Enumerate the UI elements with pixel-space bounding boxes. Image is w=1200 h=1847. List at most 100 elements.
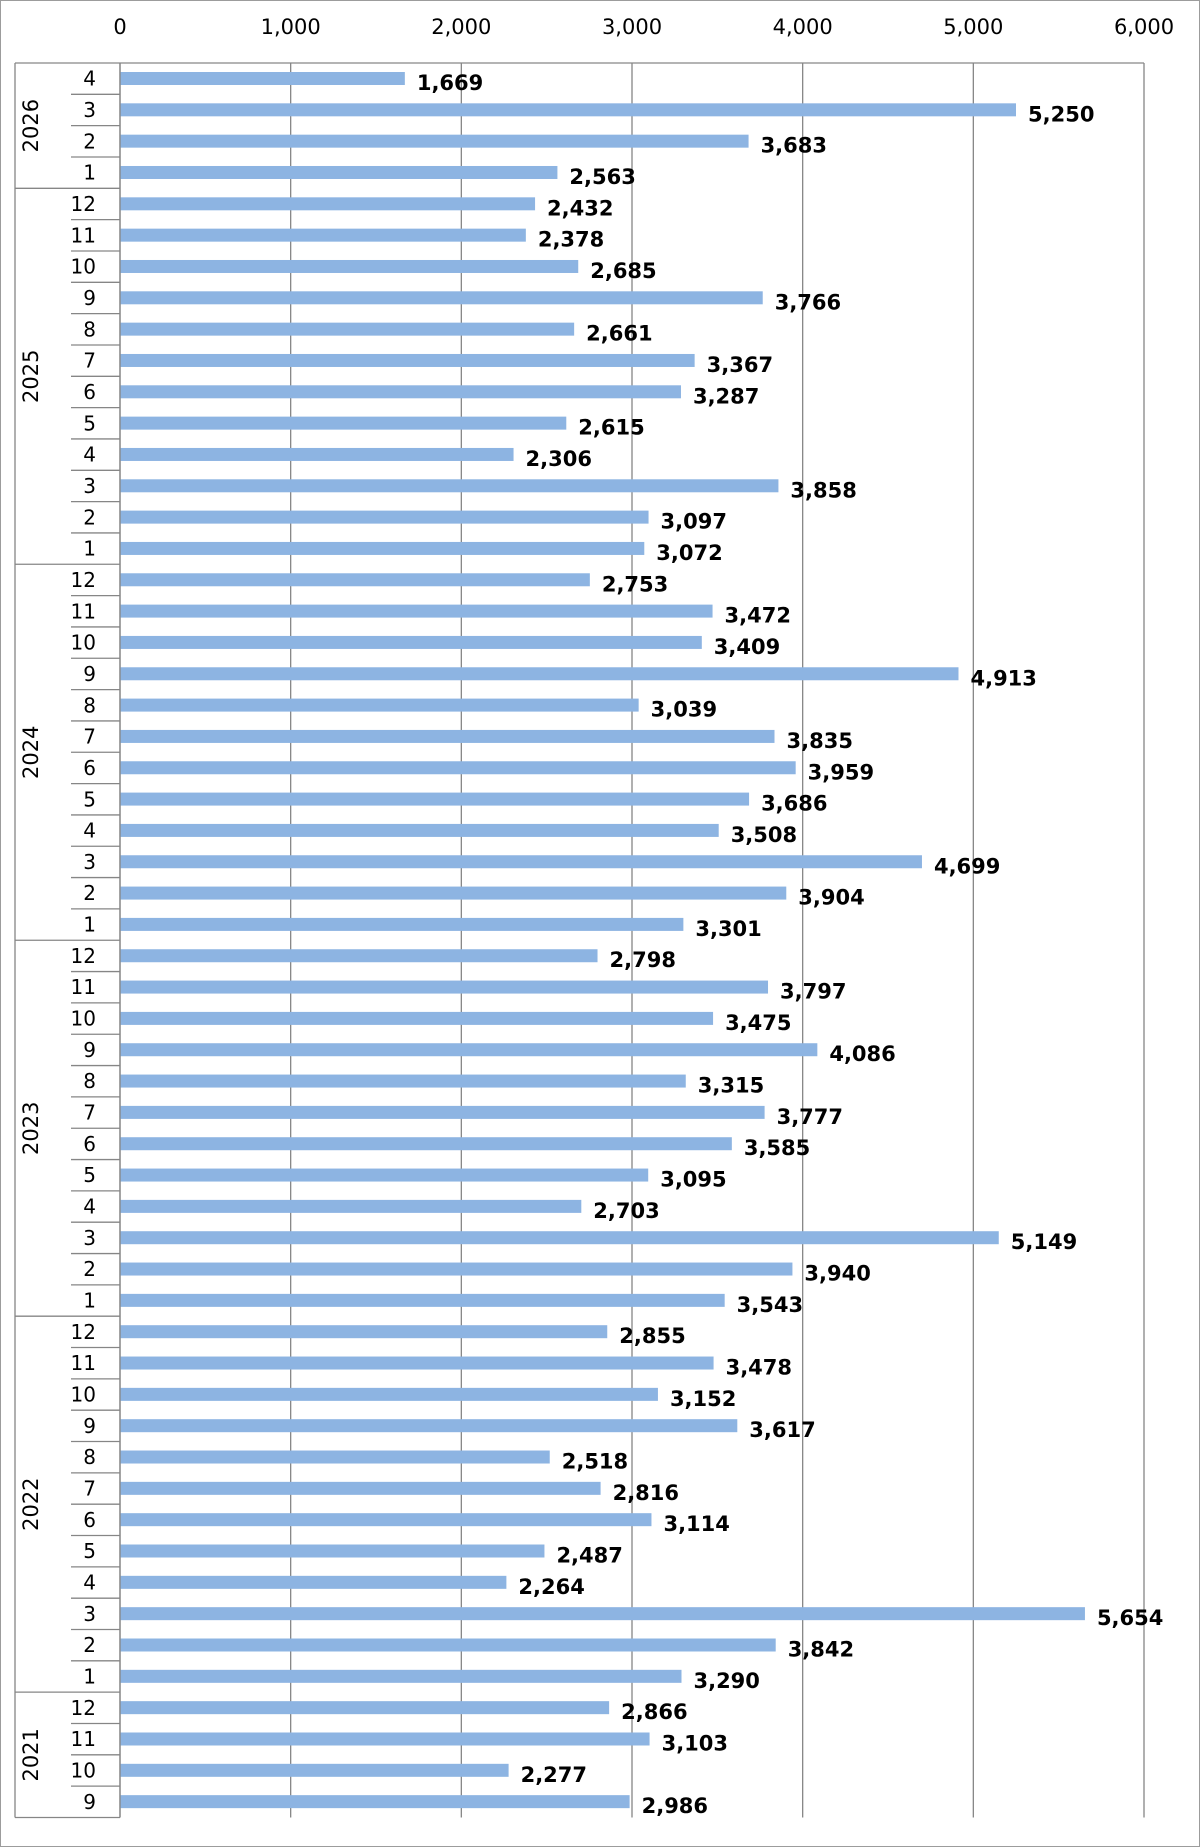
bar <box>120 416 567 430</box>
bar <box>120 1074 686 1088</box>
month-label: 7 <box>83 1101 96 1125</box>
bar <box>120 479 779 493</box>
data-label: 2,432 <box>547 196 613 220</box>
bar <box>120 1795 630 1809</box>
bar <box>120 667 959 681</box>
data-label: 2,378 <box>538 228 604 252</box>
month-label: 2 <box>83 881 96 905</box>
data-label: 3,039 <box>651 698 717 722</box>
data-label: 3,290 <box>693 1669 759 1693</box>
data-label: 3,617 <box>749 1418 815 1442</box>
x-tick-label: 2,000 <box>431 15 491 39</box>
month-label: 12 <box>71 944 96 968</box>
bar <box>120 1231 999 1245</box>
x-tick-label: 5,000 <box>943 15 1003 39</box>
month-label: 3 <box>83 98 96 122</box>
month-label: 7 <box>83 725 96 749</box>
bar <box>120 1763 509 1777</box>
data-label: 3,904 <box>798 886 864 910</box>
data-label: 2,277 <box>521 1763 587 1787</box>
data-label: 3,835 <box>787 729 853 753</box>
bar <box>120 1638 776 1652</box>
bar <box>120 385 681 399</box>
bar <box>120 134 749 148</box>
data-label: 4,913 <box>970 666 1036 690</box>
data-label: 3,475 <box>725 1011 791 1035</box>
month-label: 10 <box>71 1758 96 1782</box>
bar <box>120 1544 545 1558</box>
data-label: 3,114 <box>663 1512 729 1536</box>
bar <box>120 823 719 837</box>
data-label: 3,409 <box>714 635 780 659</box>
bar <box>120 886 787 900</box>
bar <box>120 1293 725 1307</box>
month-label: 5 <box>83 411 96 435</box>
month-label: 10 <box>71 1007 96 1031</box>
bar <box>120 197 536 211</box>
data-label: 3,472 <box>725 604 791 628</box>
year-label: 2022 <box>19 1477 43 1530</box>
month-label: 5 <box>83 1163 96 1187</box>
month-label: 12 <box>71 1320 96 1344</box>
bar <box>120 1105 765 1119</box>
data-label: 5,654 <box>1097 1606 1163 1630</box>
bar <box>120 1575 507 1589</box>
bar <box>120 604 713 618</box>
month-label: 8 <box>83 317 96 341</box>
year-label: 2023 <box>19 1101 43 1154</box>
year-label: 2021 <box>19 1728 43 1781</box>
month-label: 1 <box>83 537 96 561</box>
data-label: 3,152 <box>670 1387 736 1411</box>
bar <box>120 447 514 461</box>
month-label: 11 <box>71 223 96 247</box>
bar <box>120 1607 1085 1621</box>
month-label: 11 <box>71 599 96 623</box>
data-label: 3,367 <box>707 353 773 377</box>
month-label: 6 <box>83 380 96 404</box>
data-label: 2,855 <box>619 1324 685 1348</box>
month-label: 3 <box>83 850 96 874</box>
bar <box>120 1387 658 1401</box>
month-label: 5 <box>83 787 96 811</box>
month-label: 6 <box>83 756 96 780</box>
month-label: 3 <box>83 1226 96 1250</box>
bar <box>120 291 763 305</box>
data-label: 4,699 <box>934 854 1000 878</box>
month-label: 4 <box>83 1571 96 1595</box>
data-label: 2,816 <box>613 1481 679 1505</box>
data-label: 3,301 <box>695 917 761 941</box>
data-label: 3,686 <box>761 792 827 816</box>
month-label: 9 <box>83 286 96 310</box>
month-label: 11 <box>71 975 96 999</box>
month-label: 12 <box>71 192 96 216</box>
year-label: 2024 <box>19 726 43 779</box>
bar <box>120 1168 649 1182</box>
month-label: 9 <box>83 1414 96 1438</box>
bar <box>120 72 405 85</box>
data-label: 3,543 <box>737 1293 803 1317</box>
data-label: 4,086 <box>829 1042 895 1066</box>
bar <box>120 855 922 869</box>
bar <box>120 698 639 712</box>
month-label: 10 <box>71 631 96 655</box>
data-label: 2,986 <box>642 1794 708 1818</box>
bar <box>120 949 598 963</box>
data-label: 2,703 <box>593 1199 659 1223</box>
data-label: 5,250 <box>1028 102 1094 126</box>
data-label: 2,518 <box>562 1450 628 1474</box>
data-label: 5,149 <box>1011 1230 1077 1254</box>
data-label: 2,306 <box>526 447 592 471</box>
month-label: 6 <box>83 1508 96 1532</box>
x-tick-label: 3,000 <box>602 15 662 39</box>
bar <box>120 259 579 273</box>
x-tick-label: 0 <box>113 15 126 39</box>
data-label: 3,478 <box>726 1356 792 1380</box>
month-label: 4 <box>83 67 96 91</box>
month-label: 1 <box>83 1289 96 1313</box>
month-label: 6 <box>83 1132 96 1156</box>
month-label: 5 <box>83 1539 96 1563</box>
data-label: 2,487 <box>556 1544 622 1568</box>
month-label: 2 <box>83 129 96 153</box>
